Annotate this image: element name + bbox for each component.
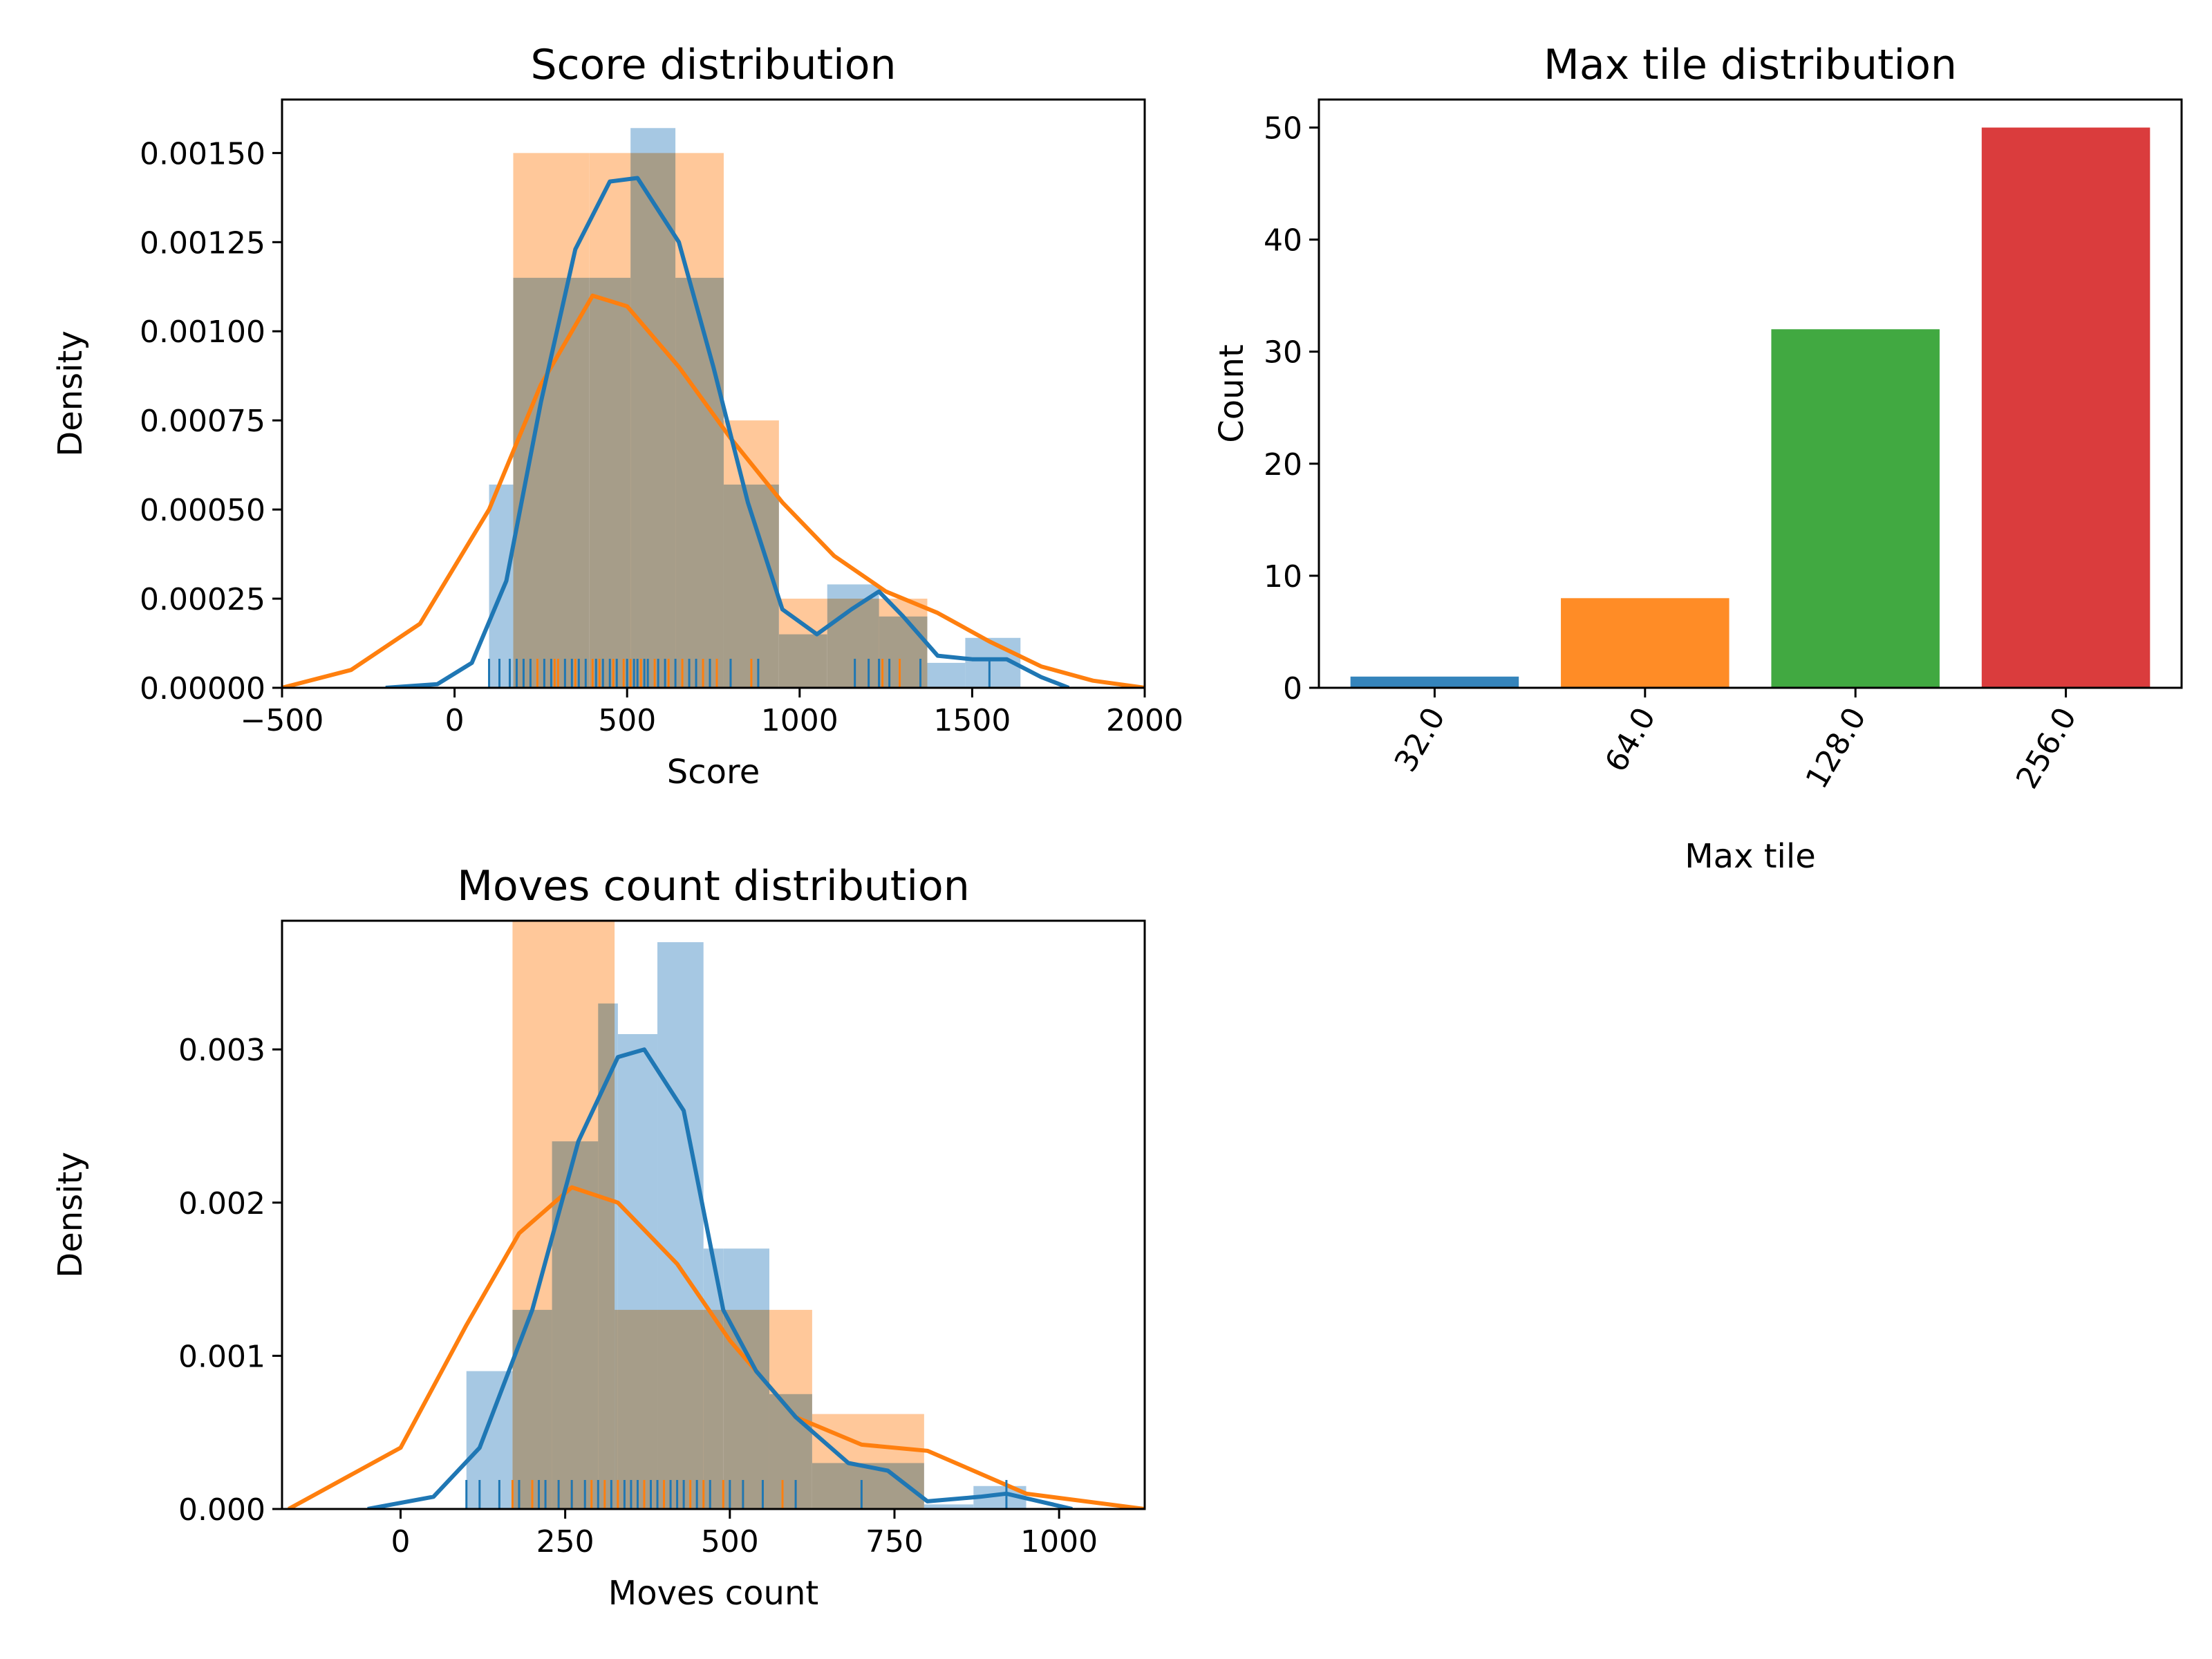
x-tick-label: 64.0 (1598, 702, 1662, 778)
y-tick-label: 0.00125 (140, 225, 265, 261)
y-tick-label: 50 (1264, 111, 1302, 147)
hist-bar-blue-4 (617, 1033, 658, 1509)
y-tick-label: 0 (1283, 671, 1302, 706)
y-tick-label: 0.000 (178, 1492, 265, 1528)
y-axis-label: Density (51, 1152, 90, 1277)
x-tick-label: 32.0 (1388, 702, 1452, 778)
hist-blue (489, 128, 1021, 688)
y-tick-label: 0.00000 (140, 671, 265, 706)
x-axis-label: Score (667, 753, 760, 791)
hist-bar-blue-2 (589, 277, 631, 688)
x-tick-label: 0 (445, 703, 465, 738)
chart-title: Moves count distribution (457, 862, 970, 910)
hist-bar-blue-9 (927, 662, 966, 688)
y-tick-label: 0.00150 (140, 136, 265, 171)
chart-title: Score distribution (530, 41, 896, 89)
x-tick-label: 1500 (933, 703, 1011, 738)
plot-area (288, 921, 1145, 1509)
kde-line-blue (367, 1047, 1073, 1509)
y-tick-label: 40 (1264, 223, 1302, 259)
x-tick-label: 500 (701, 1524, 759, 1559)
x-tick-label: 256.0 (2009, 702, 2083, 795)
axes-frame (281, 98, 1146, 689)
hist-bar-blue-6 (778, 634, 827, 688)
kde-line-orange (288, 1185, 1145, 1509)
hist-bar-blue-1 (512, 1309, 552, 1509)
y-axis-label: Count (1212, 344, 1251, 443)
y-tick-label: 0.001 (178, 1339, 265, 1374)
y-tick-label: 20 (1264, 447, 1302, 482)
bar-32.0 (1350, 676, 1519, 688)
x-axis-label: Max tile (1685, 837, 1816, 876)
x-tick-label: 0 (391, 1524, 410, 1559)
x-tick-label: 500 (598, 703, 656, 738)
y-tick-label: 0.00050 (140, 493, 265, 528)
y-tick-label: 0.00075 (140, 404, 265, 439)
x-tick-label: 750 (865, 1524, 924, 1559)
plot-area (282, 128, 1145, 688)
y-tick-label: 0.00100 (140, 315, 265, 350)
hist-bar-blue-10 (924, 1504, 974, 1509)
hist-bar-blue-8 (879, 616, 928, 688)
x-tick-label: 250 (536, 1524, 594, 1559)
hist-bar-blue-5 (657, 942, 704, 1509)
hist-bar-blue-7 (827, 584, 879, 688)
x-tick-label: 1000 (761, 703, 838, 738)
y-tick-label: 30 (1264, 335, 1302, 371)
x-tick-label: 2000 (1106, 703, 1183, 738)
x-tick-label: −500 (241, 703, 324, 738)
hist-bar-blue-0 (489, 485, 514, 688)
y-axis-label: Density (51, 330, 90, 456)
axes-frame (1318, 98, 2183, 689)
y-tick-label: 0.00025 (140, 582, 265, 617)
hist-bar-blue-0 (466, 1371, 513, 1509)
moves-chart: 0 250 500 750 1000 0.000 0.001 0.002 0.003 Moves … (51, 862, 1146, 1613)
rug-blue (488, 659, 991, 688)
hist-bar-blue-3 (630, 128, 676, 688)
x-tick-label: 128.0 (1799, 702, 1873, 795)
axes-frame (281, 919, 1146, 1510)
hist-bar-blue-4 (675, 277, 724, 688)
kde-line-blue (385, 176, 1070, 688)
x-tick-label: 1000 (1020, 1524, 1098, 1559)
score-chart: −500 0 500 1000 1500 2000 0.00000 0.00025 0.0005… (51, 41, 1183, 791)
y-tick-label: 0.003 (178, 1033, 265, 1068)
bar-256.0 (1981, 127, 2150, 688)
bar-64.0 (1561, 598, 1730, 688)
rug-blue (465, 1480, 1008, 1509)
bar-128.0 (1771, 329, 1940, 688)
y-tick-label: 10 (1264, 559, 1302, 594)
chart-title: Max tile distribution (1544, 41, 1957, 89)
x-axis-label: Moves count (608, 1574, 818, 1613)
y-tick-label: 0.002 (178, 1186, 265, 1221)
max-tile-chart: 32.0 64.0 128.0 256.0 0 10 20 30 40 50 Max tile di… (1212, 41, 2183, 876)
